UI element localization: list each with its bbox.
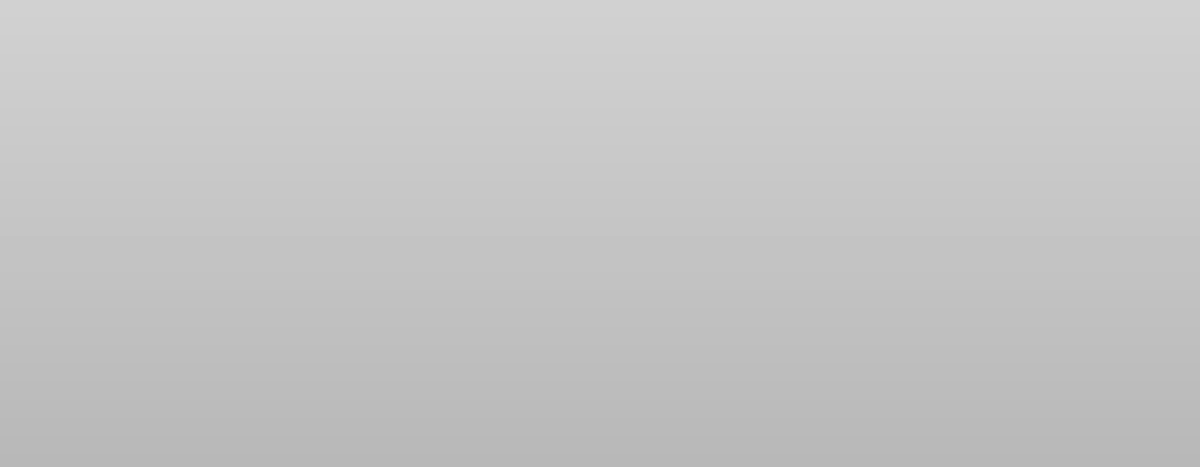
Text: NO$_3$ + CO $\rightarrow$ NO$_2$ + CO$_2$: NO$_3$ + CO $\rightarrow$ NO$_2$ + CO$_2…	[276, 178, 516, 199]
Text: (slow): (slow)	[596, 128, 655, 147]
Text: Rate = $k$[NO$_2$]$^2$: Rate = $k$[NO$_2$]$^2$	[220, 425, 368, 450]
Text: Rate = $k$[NO$_2$]: Rate = $k$[NO$_2$]	[220, 376, 360, 398]
Text: Rate = $k$[NO$_2$][CO]: Rate = $k$[NO$_2$][CO]	[220, 279, 404, 301]
Text: The rate law for the $\bf{\it{overall\ reaction}}$ is:: The rate law for the $\bf{\it{overall\ r…	[187, 240, 566, 258]
Text: 2 NO$_2$ $\rightarrow$ NO$_3$ + NO: 2 NO$_2$ $\rightarrow$ NO$_3$ + NO	[276, 128, 469, 149]
Text: Rate = $k$[NO$_3$][CO]: Rate = $k$[NO$_3$][CO]	[220, 327, 404, 350]
Text: (fast): (fast)	[596, 178, 648, 197]
Text: The mechanism for NO$_2$ (g) + CO (g) $\rightarrow$ NO (g) + CO$_2$ (g) is thoug: The mechanism for NO$_2$ (g) + CO (g) $\…	[187, 72, 914, 95]
